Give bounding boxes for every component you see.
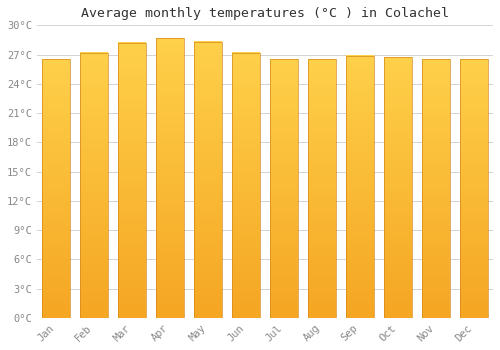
Bar: [80, 52, 108, 318]
Bar: [308, 60, 336, 318]
Bar: [156, 38, 184, 318]
Bar: [42, 60, 70, 318]
Bar: [346, 56, 374, 318]
Bar: [194, 42, 222, 318]
Title: Average monthly temperatures (°C ) in Colachel: Average monthly temperatures (°C ) in Co…: [81, 7, 449, 20]
Bar: [270, 60, 297, 318]
Bar: [118, 43, 146, 318]
Bar: [232, 52, 260, 318]
Bar: [384, 57, 411, 318]
Bar: [460, 60, 487, 318]
Bar: [422, 60, 450, 318]
